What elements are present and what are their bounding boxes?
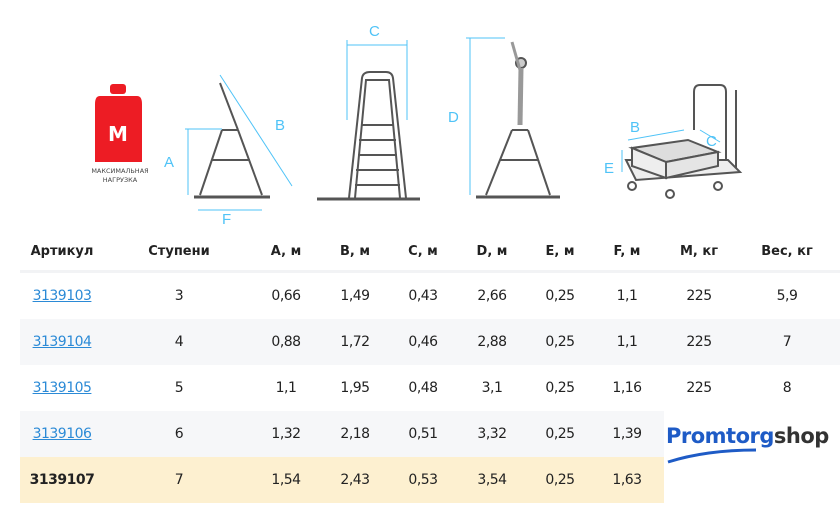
table-cell [734, 457, 840, 503]
ladder-front-diagram [317, 40, 420, 201]
table-cell: 8 [782, 380, 792, 396]
table-cell [664, 411, 734, 457]
product-diagrams: M A B C D F B C E [95, 23, 743, 228]
table-cell: 1,72 [318, 319, 392, 365]
max-load-label: МАКСИМАЛЬНАЯ НАГРУЗКА [80, 167, 160, 185]
table-header: Артикул Ступени A, м B, м C, м D, м E, м F, м M,… [20, 232, 840, 273]
column-header: C, м [392, 232, 454, 273]
table-cell: 0,25 [530, 319, 590, 365]
table-cell: 3,1 [481, 380, 503, 396]
table-cell: 1,54 [254, 457, 318, 503]
ladder-height-diagram [466, 37, 560, 199]
dim-label-f: F [222, 211, 231, 228]
table-row: 3139106 6 1,32 2,18 0,51 3,32 0,25 1,39 [20, 411, 840, 457]
table-cell: 0,48 [408, 380, 438, 396]
table-cell: 0,53 [392, 457, 454, 503]
table-cell: 3,32 [454, 411, 530, 457]
table-cell: 0,46 [392, 319, 454, 365]
dim-label-b: B [275, 117, 285, 134]
table-cell: 3139105 [20, 365, 104, 411]
column-header: Артикул [20, 232, 104, 273]
dim-label-a: A [164, 154, 174, 171]
table-cell: 5 [174, 380, 184, 396]
column-header: Ступени [104, 232, 254, 273]
article-link[interactable]: 3139103 [32, 288, 92, 304]
logo-part1: Promtorg [666, 424, 774, 448]
spec-table: Артикул Ступени A, м B, м C, м D, м E, м F, м M,… [20, 232, 840, 503]
table-cell: 0,25 [530, 411, 590, 457]
table-row: 3139105 5 1,1 1,95 0,48 3,1 0,25 1,16 225 8 [20, 365, 840, 411]
table-cell: 1,16 [612, 380, 642, 396]
table-cell: 1,95 [340, 380, 370, 396]
table-cell: 7 [734, 319, 840, 365]
table-cell: 3,54 [454, 457, 530, 503]
column-header: M, кг [664, 232, 734, 273]
table-cell: 2,43 [318, 457, 392, 503]
weight-icon: M [95, 84, 142, 162]
table-cell: 3139104 [20, 319, 104, 365]
table-cell: 7 [104, 457, 254, 503]
table-cell: 3139103 [20, 272, 104, 320]
table-cell: 1,32 [254, 411, 318, 457]
dim-label-c-cart: C [706, 133, 717, 150]
table-cell: 2,18 [318, 411, 392, 457]
column-header: E, м [530, 232, 590, 273]
article-link[interactable]: 3139104 [32, 334, 92, 350]
logo-part2: shop [773, 424, 829, 448]
table-cell: 0,25 [530, 457, 590, 503]
dim-label-e: E [604, 160, 614, 177]
table-cell: 6 [104, 411, 254, 457]
table-cell: 1,63 [590, 457, 664, 503]
table-cell: 0,66 [271, 288, 301, 304]
cart-diagram [621, 84, 743, 199]
table-row: 3139103 3 0,66 1,49 0,43 2,66 0,25 1,1 225 5,9 [20, 272, 840, 320]
table-cell: 2,88 [454, 319, 530, 365]
dim-label-b-cart: B [630, 119, 640, 136]
table-cell: 1,1 [275, 380, 297, 396]
table-cell: 3139107 [20, 457, 104, 503]
article-link[interactable]: 3139106 [32, 426, 92, 442]
max-load-line2: НАГРУЗКА [102, 176, 138, 184]
table-cell: 1,1 [616, 288, 638, 304]
column-header: B, м [318, 232, 392, 273]
table-cell: 3139106 [20, 411, 104, 457]
ladder-side-diagram [185, 74, 293, 211]
table-cell: 225 [686, 380, 712, 396]
promtorgshop-logo: Promtorgshop [666, 424, 829, 464]
table-row: 3139104 4 0,88 1,72 0,46 2,88 0,25 1,1 225 7 [20, 319, 840, 365]
table-cell: 4 [104, 319, 254, 365]
table-row: 3139107 7 1,54 2,43 0,53 3,54 0,25 1,63 [20, 457, 840, 503]
svg-text:M: M [108, 122, 128, 146]
table-cell: 1,39 [590, 411, 664, 457]
table-cell: 2,66 [477, 288, 507, 304]
table-cell: 0,51 [392, 411, 454, 457]
table-cell: 0,88 [254, 319, 318, 365]
table-cell: 3 [174, 288, 184, 304]
table-cell [664, 457, 734, 503]
column-header: F, м [590, 232, 664, 273]
table-cell: 5,9 [776, 288, 798, 304]
article-link[interactable]: 3139105 [32, 380, 92, 396]
table-cell: 0,43 [408, 288, 438, 304]
max-load-line1: МАКСИМАЛЬНАЯ [91, 167, 149, 175]
column-header: Вес, кг [734, 232, 840, 273]
logo-swoosh [667, 448, 757, 464]
table-cell: 0,25 [545, 288, 575, 304]
table-cell: 1,49 [340, 288, 370, 304]
table-cell: 225 [686, 288, 712, 304]
table-cell: 1,1 [590, 319, 664, 365]
dim-label-d: D [448, 109, 459, 126]
dim-label-c: C [369, 23, 380, 40]
column-header: D, м [454, 232, 530, 273]
column-header: A, м [254, 232, 318, 273]
table-cell: 0,25 [545, 380, 575, 396]
table-cell: 225 [664, 319, 734, 365]
